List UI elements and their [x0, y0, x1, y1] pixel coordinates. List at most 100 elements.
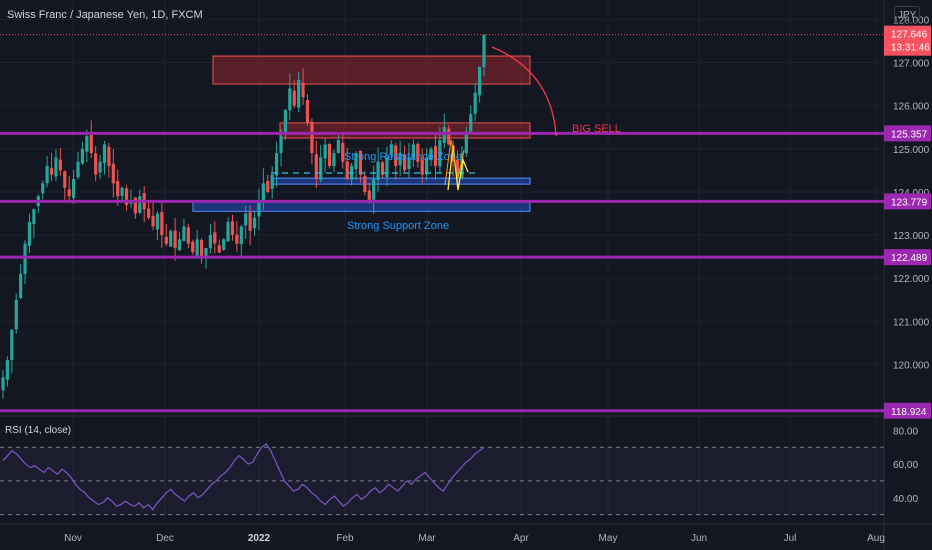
- candle: [407, 157, 411, 169]
- candle: [213, 232, 217, 244]
- drawings: BIG SELL Strong Resistance Zone Strong Sup…: [271, 46, 621, 232]
- candle: [63, 171, 67, 188]
- price-tick: 127.000: [893, 59, 930, 70]
- candle: [261, 183, 265, 201]
- price-tick: 124.000: [893, 188, 930, 199]
- last-price-value: 127.646: [891, 30, 928, 41]
- candle: [429, 148, 433, 161]
- zigzag-projection-2: [444, 139, 465, 186]
- zone-resistance: [212, 55, 531, 85]
- candle: [257, 200, 261, 217]
- candle: [323, 144, 327, 159]
- rsi-label: RSI (14, close): [5, 425, 72, 436]
- time-tick: Mar: [418, 533, 436, 544]
- level-tag: [884, 125, 931, 142]
- candle: [107, 146, 111, 167]
- time-tick: May: [599, 533, 618, 544]
- candle: [67, 189, 71, 197]
- candle: [10, 329, 14, 361]
- candle: [41, 183, 45, 194]
- candle: [235, 234, 239, 244]
- rsi-tick: 40.00: [893, 494, 918, 505]
- zone-support: [270, 177, 531, 185]
- time-tick: Nov: [64, 533, 82, 544]
- zone-resistance: [279, 122, 531, 139]
- time-tick: Feb: [336, 533, 354, 544]
- horizontal-levels[interactable]: [0, 131, 884, 413]
- time-axis[interactable]: Nov Dec 2022 Feb Mar Apr May Jun Jul Aug: [64, 533, 885, 544]
- candle: [89, 134, 93, 154]
- candle: [455, 159, 460, 175]
- candle: [332, 153, 336, 167]
- price-tick: 125.000: [893, 145, 930, 156]
- candle: [279, 135, 283, 154]
- candle: [319, 157, 323, 180]
- candle: [270, 174, 274, 189]
- level-tag-label: 122.489: [891, 253, 928, 264]
- candle: [402, 154, 407, 171]
- time-tick: Apr: [513, 533, 529, 544]
- candle: [376, 161, 380, 180]
- candle: [102, 144, 107, 164]
- candle: [464, 131, 468, 154]
- price-axis[interactable]: 128.000 127.000 126.000 125.000 124.000 123.0…: [0, 15, 931, 505]
- zones: [192, 55, 531, 212]
- candle: [58, 159, 62, 171]
- candle: [32, 209, 36, 225]
- candle: [1, 377, 5, 391]
- candle: [23, 243, 27, 274]
- candle: [301, 82, 305, 98]
- time-tick: Jul: [784, 533, 797, 544]
- candle: [173, 230, 177, 248]
- candle: [297, 79, 301, 108]
- candle: [425, 157, 429, 175]
- candle: [138, 196, 142, 213]
- currency-button[interactable]: JPY: [894, 6, 920, 23]
- candle: [336, 140, 340, 154]
- candle: [420, 159, 424, 175]
- candle: [416, 144, 420, 162]
- candle: [380, 162, 385, 175]
- candle: [94, 153, 98, 175]
- candle: [54, 157, 58, 177]
- big-sell-label: BIG SELL: [572, 123, 621, 135]
- candle: [433, 146, 438, 167]
- sell-arrow: [491, 46, 557, 137]
- candle: [473, 92, 477, 114]
- candle: [283, 109, 288, 135]
- candle: [49, 168, 54, 175]
- time-tick: Dec: [156, 533, 174, 544]
- time-tick: Jun: [691, 533, 707, 544]
- candle: [177, 239, 182, 251]
- candle: [191, 241, 195, 253]
- candle: [385, 157, 389, 178]
- candle: [120, 187, 124, 196]
- candle: [447, 128, 451, 145]
- candle: [45, 166, 49, 183]
- resistance-zone-label: Strong Resistance Zone: [344, 151, 462, 163]
- candle: [310, 121, 314, 154]
- candle: [438, 140, 442, 167]
- candle: [80, 148, 85, 164]
- level-tag-label: 123.779: [891, 197, 928, 208]
- rsi-panel: [0, 443, 884, 516]
- level-tag: [884, 249, 931, 266]
- rsi-tick: 60.00: [893, 460, 918, 471]
- candle: [389, 144, 393, 155]
- candle: [266, 181, 270, 192]
- candle: [85, 135, 89, 152]
- candle: [226, 222, 230, 242]
- candle: [345, 161, 349, 179]
- candle: [358, 150, 363, 175]
- rsi-tick: 80.00: [893, 426, 918, 437]
- candle: [354, 153, 358, 170]
- candle: [477, 66, 482, 96]
- candle: [155, 213, 160, 230]
- candle: [222, 239, 226, 250]
- candle: [230, 221, 235, 236]
- candle: [363, 176, 367, 192]
- candle: [398, 153, 402, 166]
- candle: [248, 212, 252, 231]
